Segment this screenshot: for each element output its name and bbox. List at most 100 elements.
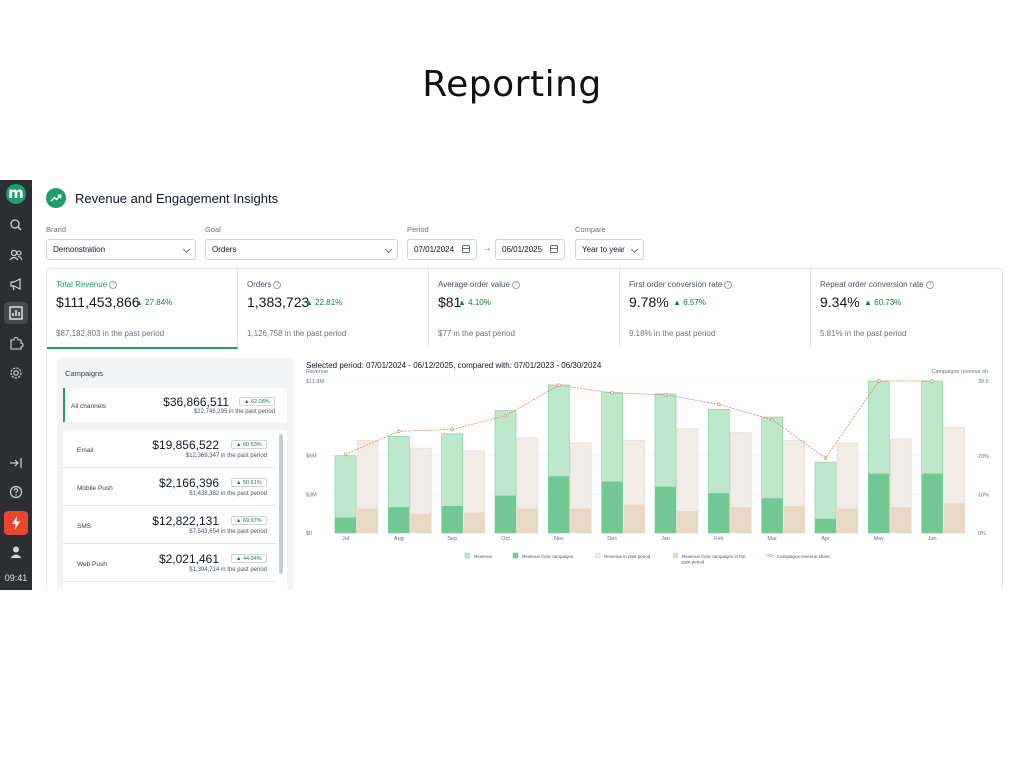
legend-label: Revenue [474, 554, 493, 559]
campaign-value: $36,866,511 [163, 395, 229, 409]
megaphone-icon[interactable] [8, 276, 24, 292]
campaign-name: All channels [71, 403, 107, 410]
kpi-change: ▲ 4.10% [458, 298, 491, 307]
campaign-value: $12,822,131 [152, 514, 219, 528]
brand-logo[interactable]: m [6, 184, 26, 204]
kpi-change: ▲ 6.57% [673, 298, 706, 307]
campaign-past: $7,543,654 in the past period [189, 529, 267, 535]
flash-button[interactable] [4, 511, 28, 535]
bar-past-revenue-campaigns [463, 512, 485, 533]
kpi-value: $81 [438, 294, 462, 310]
kpi-value: 9.78% [629, 294, 669, 310]
goal-select[interactable]: Orders [205, 239, 398, 260]
x-tick-label: May [874, 536, 885, 542]
period-start-input[interactable]: 07/01/2024 [407, 239, 477, 260]
y-axis-label: Revenue [306, 369, 328, 375]
kpi-name: Total Revenue [56, 280, 108, 289]
goal-select-value: Orders [212, 245, 237, 254]
bar-revenue-campaigns [441, 505, 463, 533]
campaign-row-web-push[interactable]: Web Push $2,021,461 ▲ 44.94% $1,394,714 … [63, 544, 277, 582]
line-point [717, 402, 721, 407]
kpi-name: First order conversion rate [629, 280, 723, 289]
x-tick-label: Apr [821, 536, 830, 542]
compare-select[interactable]: Year to year [575, 239, 644, 260]
calendar-icon [550, 245, 558, 253]
help-icon[interactable] [8, 484, 24, 500]
help-icon[interactable]: ? [109, 280, 118, 289]
bar-revenue-campaigns [601, 481, 623, 533]
chevron-down-icon [384, 245, 393, 254]
campaign-value: $2,021,461 [158, 552, 219, 566]
compare-select-value: Year to year [582, 245, 625, 254]
settings-icon[interactable] [8, 365, 24, 381]
campaign-row-sms[interactable]: SMS $12,822,131 ▲ 69.97% $7,543,654 in t… [63, 506, 277, 544]
period-start-value: 07/01/2024 [414, 245, 455, 254]
legend-label: Revenue in past period [604, 554, 651, 559]
kpi-name: Average order value [438, 280, 510, 289]
search-icon[interactable] [8, 217, 24, 233]
kpi-first-order-conversion[interactable]: First order conversion rate? 9.78% ▲ 6.5… [620, 269, 811, 349]
line-point [823, 456, 828, 460]
line-point [610, 391, 614, 395]
bar-past-revenue-campaigns [570, 508, 592, 533]
y-tick-label: $11.8M [306, 379, 324, 385]
kpi-past: $87,182,803 in the past period [56, 329, 165, 338]
kpi-repeat-order-conversion[interactable]: Repeat order conversion rate? 9.34% ▲ 60… [811, 269, 1002, 349]
campaign-name: Mobile Push [77, 485, 113, 492]
kpi-past: 1,126,758 in the past period [247, 329, 347, 338]
kpi-row: Total Revenue? $111,453,866 ▲ 27.84% $87… [46, 268, 1003, 349]
x-tick-label: Nov [554, 536, 564, 542]
bar-past-revenue-campaigns [517, 508, 538, 533]
help-icon[interactable]: ? [511, 280, 520, 289]
line-point [397, 429, 401, 434]
profile-icon[interactable] [8, 544, 24, 560]
y2-tick-label: 10% [978, 493, 989, 499]
campaign-row-all-channels[interactable]: All channels $36,866,511 ▲ 62.08% $22,74… [63, 388, 287, 422]
reports-icon[interactable] [8, 305, 24, 321]
kpi-orders[interactable]: Orders? 1,383,723 ▲ 22.81% 1,126,758 in … [238, 269, 429, 349]
y-tick-label: $6M [306, 454, 317, 460]
bar-revenue-campaigns [335, 517, 356, 533]
legend-swatch [512, 552, 519, 559]
campaign-list-scrollbar[interactable] [279, 434, 283, 574]
x-tick-label: Sep [447, 536, 457, 542]
kpi-value: 9.34% [820, 294, 860, 310]
campaign-row-email[interactable]: Email $19,856,522 ▲ 60.53% $12,369,347 i… [63, 430, 277, 468]
campaign-name: Email [77, 447, 94, 454]
bar-past-revenue-campaigns [410, 513, 432, 533]
y-tick-label: $3M [306, 492, 317, 498]
help-icon[interactable]: ? [273, 280, 282, 289]
goal-label: Goal [205, 225, 221, 234]
puzzle-icon[interactable] [8, 335, 24, 351]
bar-past-revenue-campaigns [783, 505, 805, 533]
x-tick-label: Dec [607, 536, 617, 542]
campaign-row-mobile-push[interactable]: Mobile Push $2,166,396 ▲ 50.61% $1,438,3… [63, 468, 277, 506]
brand-select[interactable]: Demonstration [46, 239, 196, 260]
campaign-name: SMS [77, 523, 92, 530]
line-point [503, 414, 508, 418]
kpi-total-revenue[interactable]: Total Revenue? $111,453,866 ▲ 27.84% $87… [47, 269, 238, 349]
bar-revenue-campaigns [708, 493, 730, 533]
kpi-name: Repeat order conversion rate [820, 280, 924, 289]
kpi-average-order-value[interactable]: Average order value? $81 ▲ 4.10% $77 in … [429, 269, 620, 349]
app-window: m 09:41 [0, 180, 1024, 590]
x-tick-label: Jan [661, 536, 670, 542]
x-tick-label: Oct [501, 536, 510, 542]
help-icon[interactable]: ? [724, 280, 733, 289]
chevron-down-icon [630, 245, 639, 254]
bar-past-revenue-campaigns [890, 507, 912, 533]
y2-tick-label: 39.6 [978, 379, 989, 385]
logout-icon[interactable] [8, 455, 24, 471]
users-icon[interactable] [8, 247, 24, 263]
bar-revenue-campaigns [655, 486, 676, 533]
bar-revenue-campaigns [388, 507, 410, 533]
kpi-past: 9.18% in the past period [629, 329, 716, 338]
bar-past-revenue-campaigns [677, 511, 698, 533]
kpi-name: Orders [247, 280, 272, 289]
y2-tick-label: 0% [978, 531, 986, 537]
help-icon[interactable]: ? [925, 280, 934, 289]
bar-past-revenue-campaigns [943, 503, 965, 533]
period-end-value: 06/01/2025 [502, 245, 543, 254]
period-end-input[interactable]: 06/01/2025 [495, 239, 565, 260]
line-point [930, 379, 934, 383]
